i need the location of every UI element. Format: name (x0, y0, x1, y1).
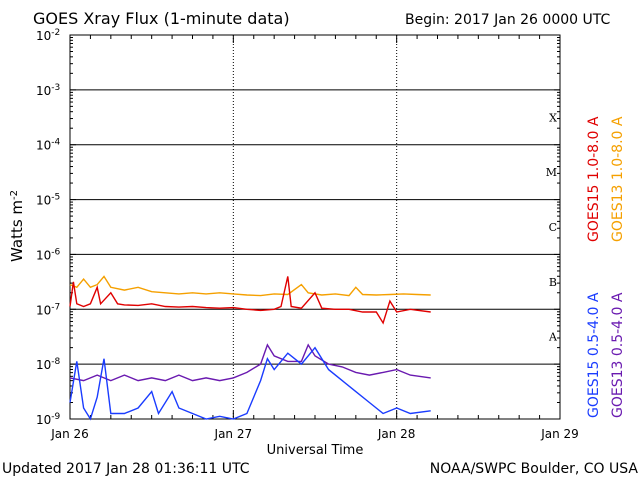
updated-timestamp: Updated 2017 Jan 28 01:36:11 UTC (2, 461, 250, 477)
y-tick-label: 10-9 (36, 412, 61, 427)
flare-class-a: A (548, 331, 558, 344)
flare-class-c: C (549, 221, 557, 234)
flare-class-x: X (549, 111, 557, 124)
legend-entry: GOES13 1.0-8.0 A (610, 116, 626, 242)
legend: GOES15 1.0-8.0 A GOES13 1.0-8.0 A GOES15 0… (586, 116, 626, 418)
data-series (69, 275, 431, 421)
series-goes13-1-0-8-0-a (69, 275, 431, 297)
y-tick-label: 10-5 (36, 193, 60, 208)
credit-label: NOAA/SWPC Boulder, CO USA (430, 461, 639, 477)
x-tick-label: Jan 28 (377, 427, 416, 441)
y-tick-label: 10-6 (36, 247, 61, 262)
flare-class-labels: X M C B A (546, 111, 558, 343)
series-goes15-1-0-8-0-a (69, 276, 431, 325)
legend-entry: GOES13 0.5-4.0 A (610, 292, 626, 418)
x-tick-label: Jan 29 (540, 427, 579, 441)
begin-time-label: Begin: 2017 Jan 26 0000 UTC (405, 12, 610, 28)
legend-entry: GOES15 0.5-4.0 A (586, 292, 602, 418)
series-goes13-0-5-4-0-a (69, 343, 431, 382)
y-tick-label: 10-2 (36, 28, 60, 43)
y-gridlines (70, 34, 560, 420)
x-axis-label: Universal Time (267, 443, 364, 458)
y-axis-label: Watts m-2 (8, 190, 26, 262)
x-tick-labels: Jan 26 Jan 27 Jan 28 Jan 29 (50, 427, 579, 441)
x-tick-label: Jan 26 (50, 427, 89, 441)
x-tick-label: Jan 27 (214, 427, 253, 441)
y-tick-label: 10-4 (36, 138, 61, 153)
plot-area (69, 34, 561, 420)
legend-entry: GOES15 1.0-8.0 A (586, 116, 602, 242)
series-goes15-0-5-4-0-a (69, 346, 431, 421)
flare-class-b: B (549, 276, 557, 289)
y-tick-label: 10-7 (36, 302, 60, 317)
y-tick-labels: 10-2 10-3 10-4 10-5 10-6 10-7 10-8 10-9 (36, 28, 61, 427)
chart-title: GOES Xray Flux (1-minute data) (33, 9, 290, 28)
y-tick-label: 10-3 (36, 83, 60, 98)
y-tick-label: 10-8 (36, 357, 61, 372)
svg-text:Watts m-2: Watts m-2 (8, 190, 26, 262)
flare-class-m: M (546, 166, 557, 179)
